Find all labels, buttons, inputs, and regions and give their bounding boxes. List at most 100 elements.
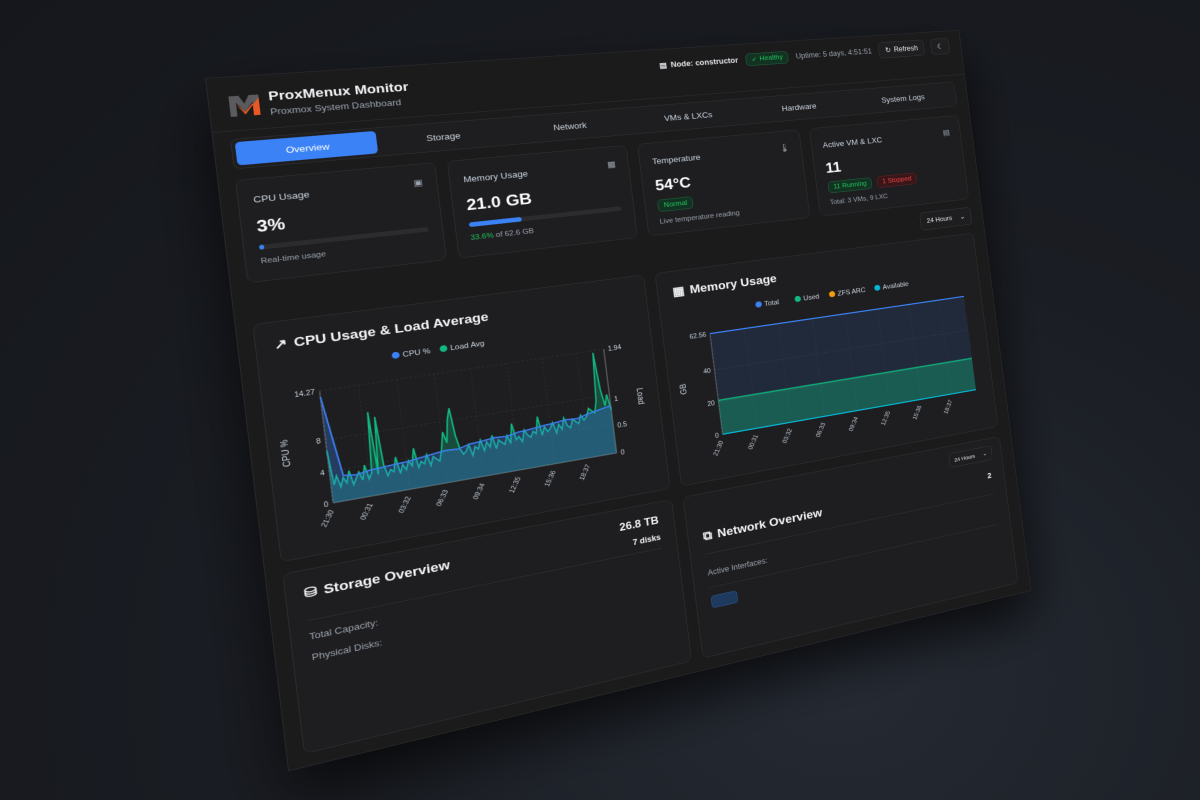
y-tick-label: 0 bbox=[323, 500, 329, 509]
legend-label: CPU % bbox=[402, 346, 431, 358]
header: ProxMenux Monitor Proxmox System Dashboa… bbox=[205, 30, 965, 133]
legend-marker bbox=[439, 344, 448, 353]
legend-marker bbox=[873, 284, 881, 292]
time-range-select[interactable]: 24 Hours ⌄ bbox=[919, 206, 973, 231]
legend-label: Load Avg bbox=[450, 339, 485, 352]
legend-marker bbox=[828, 290, 836, 298]
temperature-card: Temperature 🌡︎ 54°C Normal Live temperat… bbox=[637, 129, 811, 237]
x-tick-label: 00:31 bbox=[747, 433, 760, 450]
disks-value: 7 disks bbox=[632, 532, 662, 548]
x-tick-label: 03:32 bbox=[397, 495, 413, 514]
x-tick-label: 21:30 bbox=[712, 439, 726, 456]
interface-badge bbox=[710, 590, 739, 609]
x-tick-label: 00:31 bbox=[358, 502, 375, 521]
y2-tick-label: 0.5 bbox=[617, 421, 628, 430]
cpu-chart-card: ↗ CPU Usage & Load Average CPU % Load Avg 0… bbox=[252, 274, 671, 563]
legend-marker bbox=[794, 295, 802, 303]
stopped-badge: 1 Stopped bbox=[876, 172, 918, 189]
temperature-status: Normal bbox=[657, 196, 694, 213]
x-tick-label: 09:34 bbox=[471, 482, 487, 501]
y2-tick-label: 1 bbox=[614, 395, 619, 403]
legend-label: ZFS ARC bbox=[837, 286, 866, 297]
y-tick-label: 14.27 bbox=[294, 388, 316, 399]
y2-axis-label: Load bbox=[634, 387, 645, 405]
health-badge: ✓ Healthy bbox=[744, 50, 790, 66]
check-circle-icon: ✓ bbox=[750, 55, 758, 64]
memory-label: Memory Usage bbox=[462, 168, 529, 185]
network-title: ⧉ Network Overview bbox=[702, 506, 823, 544]
trending-up-icon: ↗ bbox=[273, 336, 289, 353]
cpu-icon: ▣ bbox=[412, 177, 424, 188]
x-tick-label: 15:36 bbox=[911, 404, 923, 420]
y2-tick-label: 0 bbox=[620, 448, 625, 456]
y-tick-label: 4 bbox=[320, 469, 326, 478]
grid-line bbox=[320, 349, 604, 391]
dashboard-window: ProxMenux Monitor Proxmox System Dashboa… bbox=[205, 29, 1032, 772]
series-area bbox=[709, 296, 976, 435]
chevron-down-icon: ⌄ bbox=[982, 450, 988, 457]
legend-label: Available bbox=[882, 280, 909, 291]
x-tick-label: 18:37 bbox=[578, 463, 593, 481]
y-tick-label: 62.56 bbox=[689, 331, 707, 340]
y-tick-label: 20 bbox=[707, 400, 716, 408]
hard-drive-icon: ⛁ bbox=[303, 584, 319, 602]
moon-icon: ☾ bbox=[936, 42, 944, 51]
y-tick-label: 40 bbox=[703, 367, 712, 375]
y-axis-label: GB bbox=[679, 383, 690, 395]
x-tick-label: 06:33 bbox=[434, 488, 450, 507]
network-icon: ⧉ bbox=[702, 528, 713, 544]
cpu-sub: Real-time usage bbox=[260, 250, 327, 266]
temperature-sub: Live temperature reading bbox=[659, 209, 741, 226]
tab-vms-lxcs[interactable]: VMs & LXCs bbox=[663, 109, 713, 124]
tab-storage[interactable]: Storage bbox=[425, 130, 462, 144]
time-range-value: 24 Hours bbox=[926, 214, 953, 225]
thermometer-icon: 🌡︎ bbox=[778, 142, 791, 153]
tab-network[interactable]: Network bbox=[552, 120, 588, 133]
chevron-down-icon: ⌄ bbox=[959, 213, 966, 221]
legend-label: Total bbox=[764, 298, 780, 308]
memory-sub: 33.6% of 62.6 GB bbox=[470, 227, 534, 242]
cpu-load-chart: CPU % Load Avg 0 4 8 14.27 0 0.5 1 1.94 21:30 00:31… bbox=[279, 339, 646, 528]
refresh-icon: ↻ bbox=[884, 45, 892, 55]
tab-overview[interactable]: Overview bbox=[234, 130, 379, 166]
uptime: Uptime: 5 days, 4:51:51 bbox=[795, 47, 873, 61]
y2-tick-label: 1.94 bbox=[608, 344, 623, 353]
x-tick-label: 18:37 bbox=[942, 399, 954, 415]
y-tick-label: 8 bbox=[316, 437, 322, 446]
temperature-value: 54°C bbox=[654, 174, 692, 195]
tab-hardware[interactable]: Hardware bbox=[781, 101, 817, 114]
memory-chart-card: ▦ Memory Usage Total Used ZFS ARC Available 0… bbox=[654, 232, 999, 487]
vm-sub: Total: 3 VMs, 9 LXC bbox=[829, 192, 889, 207]
memory-icon: ▦ bbox=[606, 159, 617, 170]
y-axis-label: CPU % bbox=[279, 438, 294, 467]
server-icon: ▤ bbox=[658, 60, 668, 70]
legend-marker bbox=[391, 351, 400, 360]
memory-total: of 62.6 GB bbox=[495, 227, 535, 240]
interfaces-count: 2 bbox=[986, 470, 992, 481]
legend-marker bbox=[755, 301, 763, 308]
time-range-value: 24 Hours bbox=[953, 452, 976, 463]
x-tick-label: 15:36 bbox=[543, 469, 558, 487]
cpu-label: CPU Usage bbox=[252, 189, 311, 205]
refresh-button[interactable]: ↻ Refresh bbox=[877, 39, 926, 59]
memory-value: 21.0 GB bbox=[465, 190, 533, 215]
series-area bbox=[320, 354, 617, 503]
running-badge: 11 Running bbox=[827, 177, 873, 194]
cpu-card: CPU Usage ▣ 3% Real-time usage bbox=[235, 162, 447, 284]
memory-percent: 33.6% bbox=[470, 231, 495, 242]
theme-toggle-button[interactable]: ☾ bbox=[929, 37, 951, 55]
tab-system-logs[interactable]: System Logs bbox=[880, 92, 926, 105]
proxmenux-logo bbox=[228, 94, 261, 117]
memory-card: Memory Usage ▦ 21.0 GB 33.6% of 62.6 GB bbox=[446, 144, 638, 259]
temperature-label: Temperature bbox=[651, 152, 701, 167]
y-tick-label: 0 bbox=[715, 432, 720, 440]
x-tick-label: 12:35 bbox=[507, 475, 522, 493]
memory-usage-chart: Total Used ZFS ARC Available 0 20 40 62.56 21:30… bbox=[679, 280, 997, 457]
memory-icon: ▦ bbox=[671, 284, 686, 299]
cpu-value: 3% bbox=[255, 214, 287, 237]
disks-label: Physical Disks: bbox=[311, 637, 383, 663]
network-time-range-select[interactable]: 24 Hours ⌄ bbox=[948, 445, 993, 468]
capacity-value: 26.8 TB bbox=[618, 515, 660, 534]
x-tick-label: 06:33 bbox=[814, 421, 827, 438]
capacity-label: Total Capacity: bbox=[308, 617, 379, 642]
